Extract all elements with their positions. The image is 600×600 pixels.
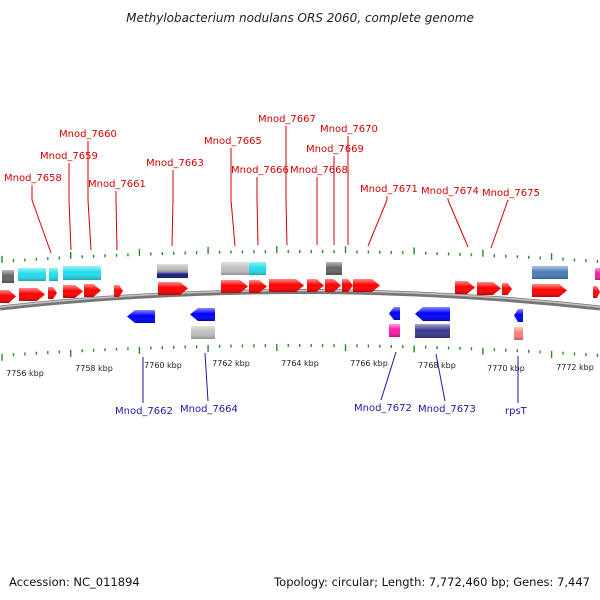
gene-label: Mnod_7672 bbox=[354, 403, 412, 414]
gene-box-shade bbox=[532, 266, 568, 279]
map-title: Methylobacterium nodulans ORS 2060, comp… bbox=[126, 11, 474, 25]
gene-arrow-shade bbox=[455, 281, 475, 294]
gene-box-shade bbox=[415, 324, 450, 338]
gene-label: Mnod_7662 bbox=[115, 406, 173, 417]
gene-arrow-shade bbox=[389, 307, 400, 320]
leader-line bbox=[31, 199, 52, 254]
scale-label: 7766 kbp bbox=[350, 359, 388, 368]
gene-box-shade bbox=[221, 262, 249, 275]
scale-label: 7772 kbp bbox=[556, 363, 594, 372]
leader-line bbox=[115, 199, 118, 251]
scale-label: 7756 kbp bbox=[6, 369, 44, 378]
scale-label: 7758 kbp bbox=[75, 364, 113, 373]
gene-label: Mnod_7669 bbox=[306, 144, 364, 155]
gene-box-shade bbox=[157, 264, 188, 272]
genome-backbone bbox=[0, 289, 600, 311]
leader-line bbox=[490, 199, 509, 249]
gene-arrow-shade bbox=[63, 285, 83, 298]
gene-arrow-shade bbox=[221, 280, 248, 293]
gene-label: Mnod_7668 bbox=[290, 165, 348, 176]
gene-box-shade bbox=[63, 266, 83, 280]
gene-labels-bottom: Mnod_7662 Mnod_7664 Mnod_7672 Mnod_7673 … bbox=[115, 403, 528, 417]
leader-line bbox=[447, 199, 469, 248]
gene-arrow-shade bbox=[477, 282, 501, 295]
scale-label: 7764 kbp bbox=[281, 359, 319, 368]
genome-stats-text: Topology: circular; Length: 7,772,460 bp… bbox=[273, 575, 590, 589]
gene-box-shade bbox=[389, 324, 400, 337]
gene-arrow-shade bbox=[19, 288, 45, 301]
gene-label: Mnod_7670 bbox=[320, 124, 378, 135]
gene-label: Mnod_7675 bbox=[482, 188, 540, 199]
scale-label: 7768 kbp bbox=[418, 361, 456, 370]
gene-arrow-shade bbox=[342, 279, 353, 292]
gene-box-shade bbox=[157, 271, 188, 278]
gene-box-shade bbox=[595, 268, 600, 280]
label-leader-lines bbox=[31, 126, 519, 403]
gene-arrow-shade bbox=[84, 284, 101, 297]
gene-labels-top: Mnod_7658 Mnod_7659 Mnod_7660 Mnod_7661 … bbox=[4, 114, 540, 199]
leader-line bbox=[380, 351, 397, 401]
leader-line bbox=[367, 199, 388, 247]
gene-label: Mnod_7660 bbox=[59, 129, 117, 140]
gene-arrow-shade bbox=[0, 290, 16, 303]
gene-arrow-shade bbox=[269, 279, 304, 292]
gene-box-shade bbox=[49, 268, 58, 281]
gene-label: Mnod_7671 bbox=[360, 184, 418, 195]
gene-label: Mnod_7674 bbox=[421, 186, 479, 197]
gene-label: Mnod_7666 bbox=[231, 165, 289, 176]
gene-label: Mnod_7673 bbox=[418, 404, 476, 415]
leader-line bbox=[230, 199, 236, 247]
accession-text: Accession: NC_011894 bbox=[9, 575, 140, 589]
leader-line bbox=[204, 352, 209, 402]
gene-arrow-shade bbox=[514, 309, 523, 322]
leader-line bbox=[285, 199, 288, 246]
gene-arrow-shade bbox=[48, 287, 57, 299]
scale-label: 7770 kbp bbox=[487, 364, 525, 373]
gene-label: Mnod_7659 bbox=[40, 151, 98, 162]
gene-features bbox=[0, 262, 600, 340]
gene-arrow-shade bbox=[415, 307, 450, 321]
gene-arrow-shade bbox=[593, 286, 600, 298]
gene-box-shade bbox=[326, 262, 342, 275]
scale-ticks-bottom bbox=[1, 344, 599, 361]
gene-arrow-shade bbox=[114, 285, 123, 297]
gene-label: rpsT bbox=[505, 406, 528, 417]
gene-arrow-shade bbox=[353, 279, 380, 292]
gene-arrow-shade bbox=[158, 282, 188, 295]
gene-arrow-shade bbox=[190, 308, 215, 321]
gene-arrow-shade bbox=[249, 280, 267, 293]
gene-arrow-shade bbox=[307, 279, 324, 292]
scale-ticks-top bbox=[1, 246, 599, 263]
gene-label: Mnod_7663 bbox=[146, 158, 204, 169]
leader-line bbox=[87, 199, 92, 251]
gene-box-shade bbox=[2, 270, 14, 283]
scale-label: 7760 kbp bbox=[144, 361, 182, 370]
gene-arrow-shade bbox=[127, 310, 155, 323]
leader-line bbox=[68, 199, 72, 251]
gene-arrow-shade bbox=[325, 279, 341, 292]
gene-label: Mnod_7661 bbox=[88, 179, 146, 190]
gene-label: Mnod_7658 bbox=[4, 173, 62, 184]
leader-line bbox=[171, 199, 174, 247]
scale-label: 7762 kbp bbox=[212, 359, 250, 368]
gene-arrow-shade bbox=[532, 284, 567, 297]
gene-box-shade bbox=[83, 266, 101, 280]
gene-box-shade bbox=[249, 262, 266, 275]
gene-label: Mnod_7664 bbox=[180, 404, 238, 415]
gene-label: Mnod_7665 bbox=[204, 136, 262, 147]
leader-line bbox=[256, 199, 259, 246]
scale-labels: 7756 kbp 7758 kbp 7760 kbp 7762 kbp 7764… bbox=[6, 359, 594, 378]
gene-box-shade bbox=[18, 268, 46, 281]
gene-arrow-shade bbox=[502, 283, 512, 295]
gene-box-shade bbox=[514, 327, 523, 340]
gene-box-shade bbox=[191, 326, 215, 339]
gene-label: Mnod_7667 bbox=[258, 114, 316, 125]
leader-line bbox=[435, 353, 446, 402]
